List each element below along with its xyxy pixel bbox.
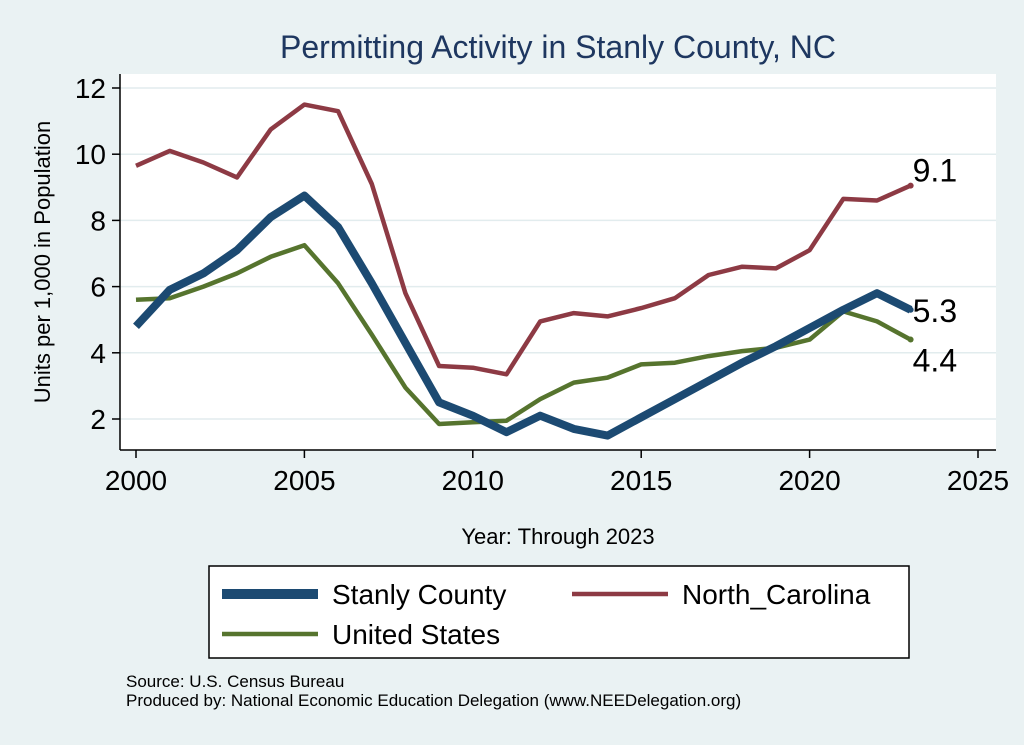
x-tick-label: 2000 [105,465,167,496]
legend-label-2: United States [332,619,500,650]
legend-label-0: Stanly County [332,579,506,610]
chart-title: Permitting Activity in Stanly County, NC [280,29,836,65]
x-tick-label: 2025 [947,465,1009,496]
x-tick-label: 2015 [610,465,672,496]
axes: 2 4 6 8 10 12 2000 2005 2010 2015 2020 2025 [75,73,1009,496]
x-tick-label: 2020 [778,465,840,496]
legend-label-1: North_Carolina [682,579,871,610]
y-tick-label: 2 [90,404,106,435]
end-labels: 5.3 9.1 4.4 [913,153,957,379]
producer-line: Produced by: National Economic Education… [126,691,742,710]
series-lines [133,102,914,440]
source-note: Source: U.S. Census Bureau Produced by: … [126,672,741,710]
y-tick-label: 6 [90,272,106,303]
y-tick-label: 12 [75,73,106,104]
x-tick-label: 2010 [442,465,504,496]
series-line-0 [133,191,913,440]
source-line: Source: U.S. Census Bureau [126,672,345,691]
legend-box [208,565,910,659]
y-tick-label: 8 [90,205,106,236]
end-label-1: 9.1 [913,153,957,189]
end-point-1 [907,182,914,189]
legend: Stanly County North_Carolina United States [208,565,910,659]
x-tick-label: 2005 [273,465,335,496]
end-point-0 [907,306,914,313]
end-label-2: 4.4 [913,343,957,379]
y-tick-label: 4 [90,338,106,369]
x-axis-label: Year: Through 2023 [461,524,654,549]
end-label-0: 5.3 [913,293,957,329]
series-line-1 [135,102,912,377]
plot-area [120,74,996,450]
y-tick-label: 10 [75,139,106,170]
y-axis-label: Units per 1,000 in Population [30,121,55,404]
end-point-2 [907,336,914,343]
